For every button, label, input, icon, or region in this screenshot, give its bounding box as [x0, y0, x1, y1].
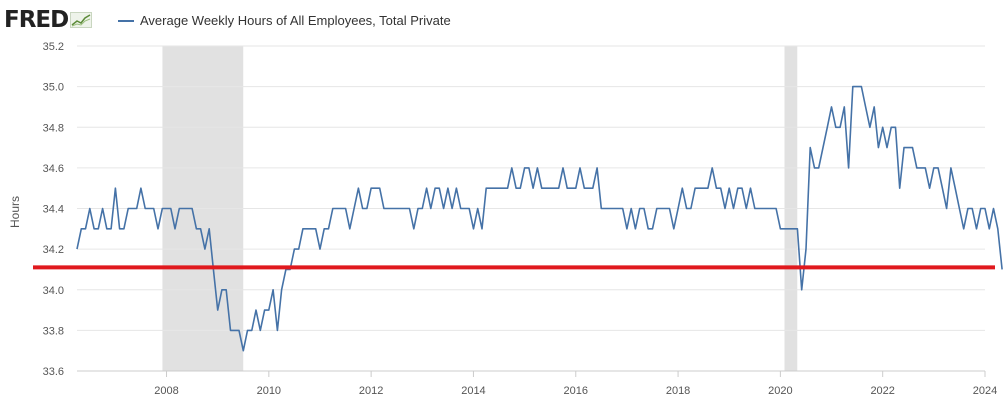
y-tick-label: 34.0 — [43, 285, 64, 297]
y-tick-label: 34.8 — [43, 122, 64, 134]
legend-label: Average Weekly Hours of All Employees, T… — [140, 13, 451, 28]
y-tick-label: 34.2 — [43, 244, 64, 256]
y-tick-label: 34.4 — [43, 204, 64, 216]
x-tick-label: 2022 — [870, 385, 894, 397]
x-tick-label: 2024 — [973, 385, 997, 397]
x-tick-label: 2018 — [666, 385, 690, 397]
graph-trend-icon — [70, 12, 93, 28]
series-line — [76, 85, 1003, 352]
fred-logo[interactable]: FRED — [4, 7, 93, 33]
chart-legend[interactable]: Average Weekly Hours of All Employees, T… — [118, 13, 451, 28]
x-tick-label: 2008 — [154, 385, 178, 397]
y-axis-label: Hours — [8, 195, 22, 228]
logo-text: FRED — [4, 7, 69, 33]
y-tick-label: 34.6 — [43, 163, 64, 175]
y-tick-label: 35.0 — [43, 82, 64, 94]
x-tick-label: 2020 — [768, 385, 792, 397]
x-tick-label: 2010 — [257, 385, 281, 397]
x-tick-label: 2012 — [359, 385, 383, 397]
x-tick-label: 2016 — [564, 385, 588, 397]
x-tick-label: 2014 — [461, 385, 485, 397]
y-tick-label: 35.2 — [43, 41, 64, 53]
legend-swatch — [118, 19, 134, 22]
y-tick-label: 33.8 — [43, 325, 64, 337]
y-tick-label: 33.6 — [43, 366, 64, 378]
